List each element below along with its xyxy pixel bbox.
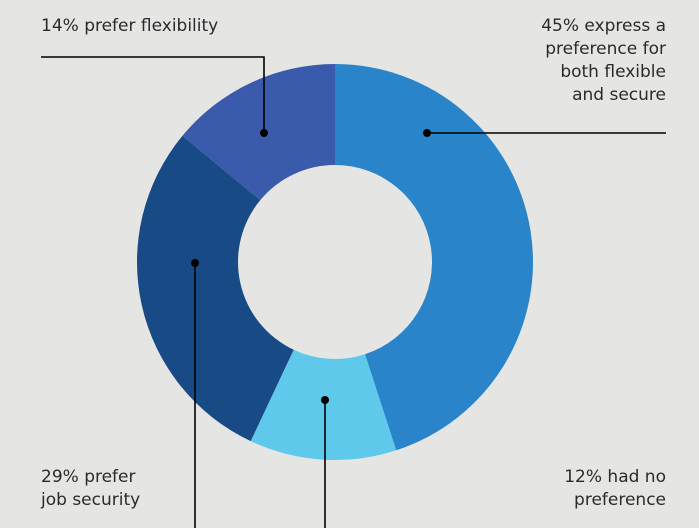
label-both: 45% express a preference for both flexib… bbox=[541, 16, 666, 105]
label-no-preference: 12% had no preference bbox=[564, 467, 666, 510]
leader-job-security-dot bbox=[191, 259, 199, 267]
slice-flexibility bbox=[182, 64, 335, 201]
label-flexibility: 14% prefer flexibility bbox=[41, 16, 219, 36]
slice-job-security bbox=[137, 135, 294, 442]
leader-no-preference-dot bbox=[321, 396, 329, 404]
leader-flexibility-dot bbox=[260, 129, 268, 137]
leader-flexibility-line bbox=[41, 56, 265, 133]
leader-both-dot bbox=[423, 129, 431, 137]
slice-both bbox=[335, 64, 534, 451]
slice-no-preference bbox=[250, 349, 397, 461]
label-security: 29% prefer job security bbox=[41, 467, 141, 510]
